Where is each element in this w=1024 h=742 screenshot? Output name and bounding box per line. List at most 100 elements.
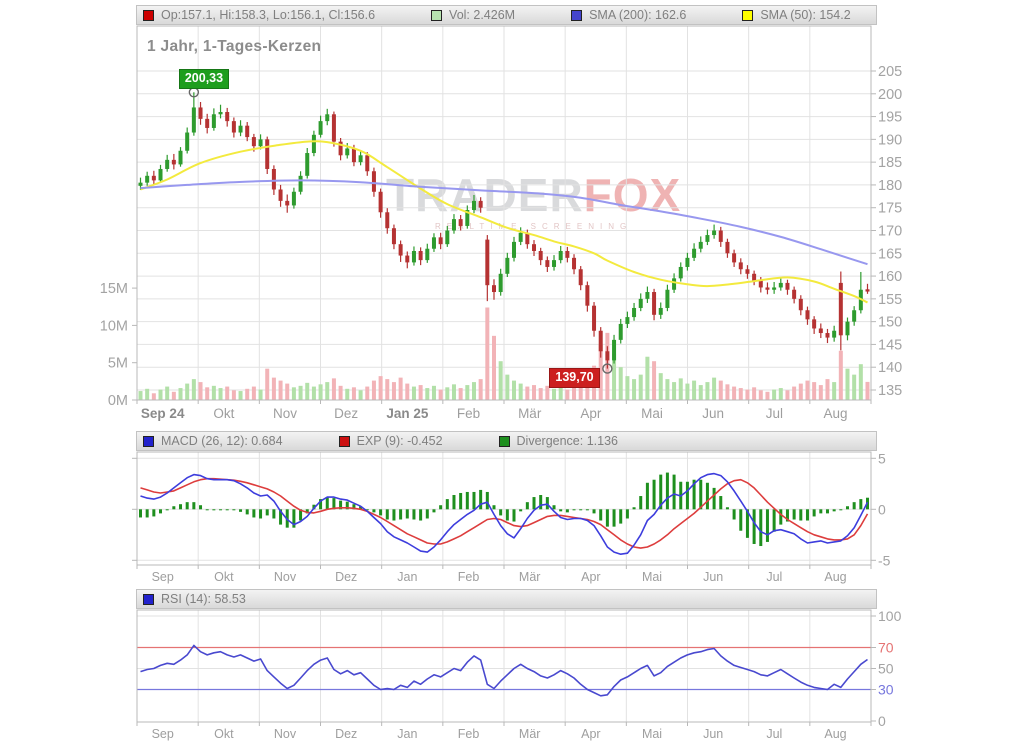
divergence-bar bbox=[832, 509, 836, 512]
divergence-bar bbox=[745, 509, 749, 538]
volume-bar bbox=[498, 361, 503, 400]
axis-labels: 205 200 195 190 185 180 175 170 165 160 155 150 145 1… bbox=[100, 64, 902, 741]
legend-label: Divergence: 1.136 bbox=[516, 434, 618, 448]
volume-bar bbox=[685, 383, 690, 400]
divergence-bar bbox=[452, 495, 456, 510]
volume-bar bbox=[552, 388, 557, 400]
volume-bar bbox=[265, 368, 270, 400]
divergence-bar bbox=[519, 509, 523, 512]
candle-body bbox=[665, 289, 670, 308]
divergence-bar bbox=[419, 509, 423, 521]
volume-bar bbox=[385, 379, 390, 400]
chart-title: 1 Jahr, 1-Tages-Kerzen bbox=[147, 38, 322, 55]
volume-bar bbox=[271, 377, 276, 400]
legend-swatch-icon bbox=[431, 9, 443, 21]
macd-line bbox=[140, 472, 869, 556]
candle-body bbox=[198, 107, 203, 119]
candle-body bbox=[525, 232, 530, 245]
divergence-bar bbox=[265, 509, 269, 516]
candle-body bbox=[391, 228, 396, 245]
svg-text:0: 0 bbox=[878, 501, 886, 517]
volume-bar bbox=[411, 386, 416, 400]
volume-bar bbox=[665, 379, 670, 400]
volume-bar bbox=[191, 379, 196, 400]
candle-body bbox=[538, 251, 543, 261]
legend-item: MACD (26, 12): 0.684 bbox=[143, 434, 283, 448]
svg-text:Sep: Sep bbox=[152, 727, 174, 741]
svg-text:Mai: Mai bbox=[642, 727, 662, 741]
svg-text:Apr: Apr bbox=[581, 570, 600, 584]
volume-bar bbox=[471, 382, 476, 400]
svg-text:50: 50 bbox=[878, 661, 894, 677]
svg-text:15M: 15M bbox=[100, 281, 128, 297]
divergence-bar bbox=[385, 509, 389, 520]
divergence-bar bbox=[365, 509, 369, 511]
divergence-bar bbox=[359, 506, 363, 510]
divergence-bar bbox=[425, 509, 429, 519]
divergence-bar bbox=[492, 505, 496, 510]
volume-bar bbox=[158, 389, 163, 400]
candle-body bbox=[585, 285, 590, 306]
legend-label: SMA (200): 162.6 bbox=[589, 8, 687, 22]
legend-item: SMA (50): 154.2 bbox=[742, 8, 851, 22]
candle-body bbox=[178, 150, 183, 165]
divergence-bar bbox=[525, 502, 529, 510]
divergence-bar bbox=[439, 505, 443, 510]
volume-bar bbox=[138, 391, 143, 400]
candle-body bbox=[505, 257, 510, 274]
svg-text:Jul: Jul bbox=[766, 406, 783, 421]
candle-body bbox=[358, 155, 363, 163]
candle-body bbox=[865, 289, 870, 292]
candle-body bbox=[558, 251, 563, 261]
candle-body bbox=[825, 333, 830, 338]
divergence-bar bbox=[352, 504, 356, 510]
svg-text:Feb: Feb bbox=[458, 570, 480, 584]
volume-bar bbox=[505, 374, 510, 400]
volume-bar bbox=[418, 385, 423, 400]
divergence-bar bbox=[339, 500, 343, 510]
divergence-bar bbox=[705, 482, 709, 510]
volume-bar bbox=[211, 385, 216, 400]
volume-bar bbox=[151, 393, 156, 400]
volume-bar bbox=[371, 380, 376, 400]
svg-text:Mai: Mai bbox=[642, 570, 662, 584]
legend-swatch-icon bbox=[498, 435, 510, 447]
svg-text:Apr: Apr bbox=[581, 727, 600, 741]
svg-text:100: 100 bbox=[878, 608, 902, 624]
divergence-bar bbox=[165, 509, 169, 511]
candle-body bbox=[478, 200, 483, 208]
svg-text:Jun: Jun bbox=[703, 570, 723, 584]
main-chart-legend: Op:157.1, Hi:158.3, Lo:156.1, Cl:156.6 Vo… bbox=[136, 5, 877, 25]
candle-body bbox=[718, 230, 723, 242]
candle-body bbox=[752, 273, 757, 281]
candle-body bbox=[491, 285, 496, 293]
svg-text:5M: 5M bbox=[108, 356, 128, 372]
volume-bar bbox=[792, 386, 797, 400]
divergence-bar bbox=[619, 509, 623, 524]
candle-body bbox=[378, 191, 383, 213]
svg-text:160: 160 bbox=[878, 269, 902, 285]
volume-bar bbox=[178, 388, 183, 400]
candle-body bbox=[445, 230, 450, 245]
candle-body bbox=[758, 280, 763, 288]
candle-body bbox=[431, 237, 436, 249]
divergence-bar bbox=[465, 491, 469, 510]
legend-label: SMA (50): 154.2 bbox=[760, 8, 851, 22]
legend-swatch-icon bbox=[571, 9, 583, 21]
low-marker-circle bbox=[602, 363, 613, 374]
svg-text:200: 200 bbox=[878, 87, 902, 103]
candle-body bbox=[698, 241, 703, 249]
svg-text:Jul: Jul bbox=[766, 570, 782, 584]
volume-bar bbox=[198, 382, 203, 400]
svg-text:Dez: Dez bbox=[334, 406, 358, 421]
candle-body bbox=[471, 200, 476, 210]
candle-body bbox=[565, 251, 570, 258]
divergence-bar bbox=[305, 509, 309, 514]
divergence-bar bbox=[372, 509, 376, 513]
svg-text:Jan: Jan bbox=[397, 727, 417, 741]
legend-item: Op:157.1, Hi:158.3, Lo:156.1, Cl:156.6 bbox=[143, 8, 375, 22]
volume-bar bbox=[171, 391, 176, 400]
svg-text:145: 145 bbox=[878, 337, 902, 353]
volume-bar bbox=[245, 388, 250, 400]
divergence-bar bbox=[652, 479, 656, 510]
